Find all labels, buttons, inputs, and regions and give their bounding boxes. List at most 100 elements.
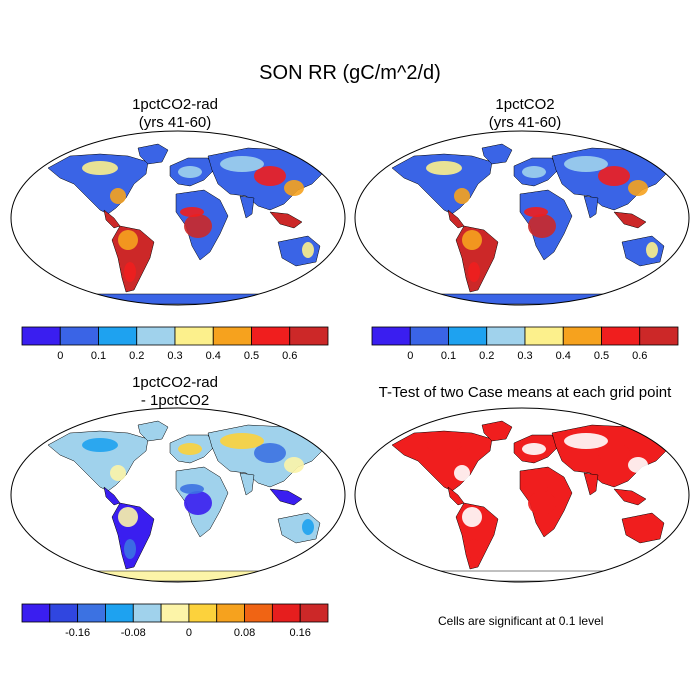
colorbar-swatch (77, 603, 106, 623)
significance-note: Cells are significant at 0.1 level (438, 614, 604, 628)
colorbar-swatch (448, 326, 488, 346)
colorbar-tick-label: 0.3 (167, 350, 182, 362)
continent-centralAmerica (447, 486, 465, 506)
value-region (528, 214, 556, 238)
value-region (302, 242, 314, 258)
colorbar-swatch (409, 326, 449, 346)
value-region (178, 443, 202, 455)
colorbar-tick-label: 0 (186, 627, 192, 639)
panel-title-line2: (yrs 41-60) (138, 114, 212, 131)
continent-centralAmerica (103, 209, 121, 229)
value-region (302, 519, 314, 535)
value-region (628, 457, 648, 473)
colorbar-swatch (174, 326, 214, 346)
colorbar-tick-label: 0.5 (244, 350, 259, 362)
value-region (524, 484, 548, 494)
value-region (646, 242, 658, 258)
continent-centralAmerica (103, 486, 121, 506)
colorbar-top-left: 0 0.1 0.2 0.3 0.4 0.5 0.6 (21, 326, 329, 362)
map-bottom-left (10, 407, 346, 583)
value-region (628, 180, 648, 196)
map-top-right (354, 130, 690, 306)
colorbar-swatch (132, 603, 162, 623)
colorbar-tick-label: -0.08 (121, 627, 146, 639)
value-region (564, 156, 608, 172)
colorbar-top-right: 0 0.1 0.2 0.3 0.4 0.5 0.6 (371, 326, 679, 362)
colorbar-tick-label: 0.2 (479, 350, 494, 362)
map-border (10, 407, 346, 583)
colorbar-swatch (486, 326, 526, 346)
map-border (354, 130, 690, 306)
panel-title-top-left: 1pctCO2-rad (yrs 41-60) (10, 96, 340, 132)
value-region (118, 507, 138, 527)
panel-title-line1: T-Test of two Case means at each grid po… (378, 384, 672, 401)
colorbar-tick-label: 0.08 (234, 627, 255, 639)
panel-title-line1: 1pctCO2-rad (132, 374, 218, 391)
colorbar-swatch (601, 326, 641, 346)
value-region (426, 438, 462, 452)
continent-greenland (137, 420, 169, 442)
colorbar-swatch (524, 326, 564, 346)
value-region (522, 166, 546, 178)
continent-seAsia (613, 211, 647, 229)
colorbar-swatch (98, 326, 138, 346)
panel-title-line1: 1pctCO2 (495, 96, 555, 113)
colorbar-tick-label: 0.6 (282, 350, 297, 362)
continent-india (583, 472, 599, 496)
value-region (254, 443, 286, 463)
value-region (284, 180, 304, 196)
map-border (354, 407, 690, 583)
colorbar-swatch (49, 603, 79, 623)
colorbar-tick-label: 0.3 (517, 350, 532, 362)
value-region (598, 166, 630, 186)
colorbar-tick-label: 0 (57, 350, 63, 362)
value-region (82, 161, 118, 175)
value-region (524, 207, 548, 217)
value-region (220, 433, 264, 449)
continent-seAsia (613, 488, 647, 506)
colorbar-tick-label: 0.5 (594, 350, 609, 362)
colorbar-tick-label: 0.4 (206, 350, 221, 362)
value-region (180, 484, 204, 494)
value-region (284, 457, 304, 473)
colorbar-swatch (562, 326, 602, 346)
panel-title-line2: (yrs 41-60) (488, 114, 562, 131)
continent-india (239, 195, 255, 219)
colorbar-swatch (271, 603, 301, 623)
colorbar-tick-label: 0.16 (289, 627, 310, 639)
continent-india (583, 195, 599, 219)
colorbar-bottom-left: -0.16 -0.08 0 0.08 0.16 (21, 603, 329, 639)
colorbar-swatch (21, 326, 61, 346)
colorbar-swatch (212, 326, 252, 346)
value-region (124, 539, 136, 559)
colorbar-tick-label: -0.16 (65, 627, 90, 639)
colorbar-swatch (188, 603, 218, 623)
panel-title-bottom-right: T-Test of two Case means at each grid po… (350, 384, 700, 402)
colorbar-swatch (371, 326, 411, 346)
colorbar-swatch (216, 603, 245, 623)
colorbar-tick-label: 0.2 (129, 350, 144, 362)
panel-title-line1: 1pctCO2-rad (132, 96, 218, 113)
value-region (564, 433, 608, 449)
colorbar-tick-label: 0.1 (441, 350, 456, 362)
colorbar-swatch (244, 603, 273, 623)
value-region (426, 161, 462, 175)
colorbar-tick-label: 0.1 (91, 350, 106, 362)
colorbar-tick-label: 0.4 (556, 350, 571, 362)
continent-india (239, 472, 255, 496)
value-region (646, 519, 658, 535)
value-region (110, 188, 126, 204)
value-region (220, 156, 264, 172)
map-bottom-right (354, 407, 690, 583)
value-region (110, 465, 126, 481)
value-region (82, 438, 118, 452)
colorbar-swatch (289, 326, 329, 346)
colorbar-swatch (251, 326, 291, 346)
continent-seAsia (269, 211, 303, 229)
value-region (462, 507, 482, 527)
colorbar-swatch (639, 326, 679, 346)
value-region (454, 465, 470, 481)
value-region (178, 166, 202, 178)
colorbar-tick-label: 0.6 (632, 350, 647, 362)
value-region (184, 491, 212, 515)
